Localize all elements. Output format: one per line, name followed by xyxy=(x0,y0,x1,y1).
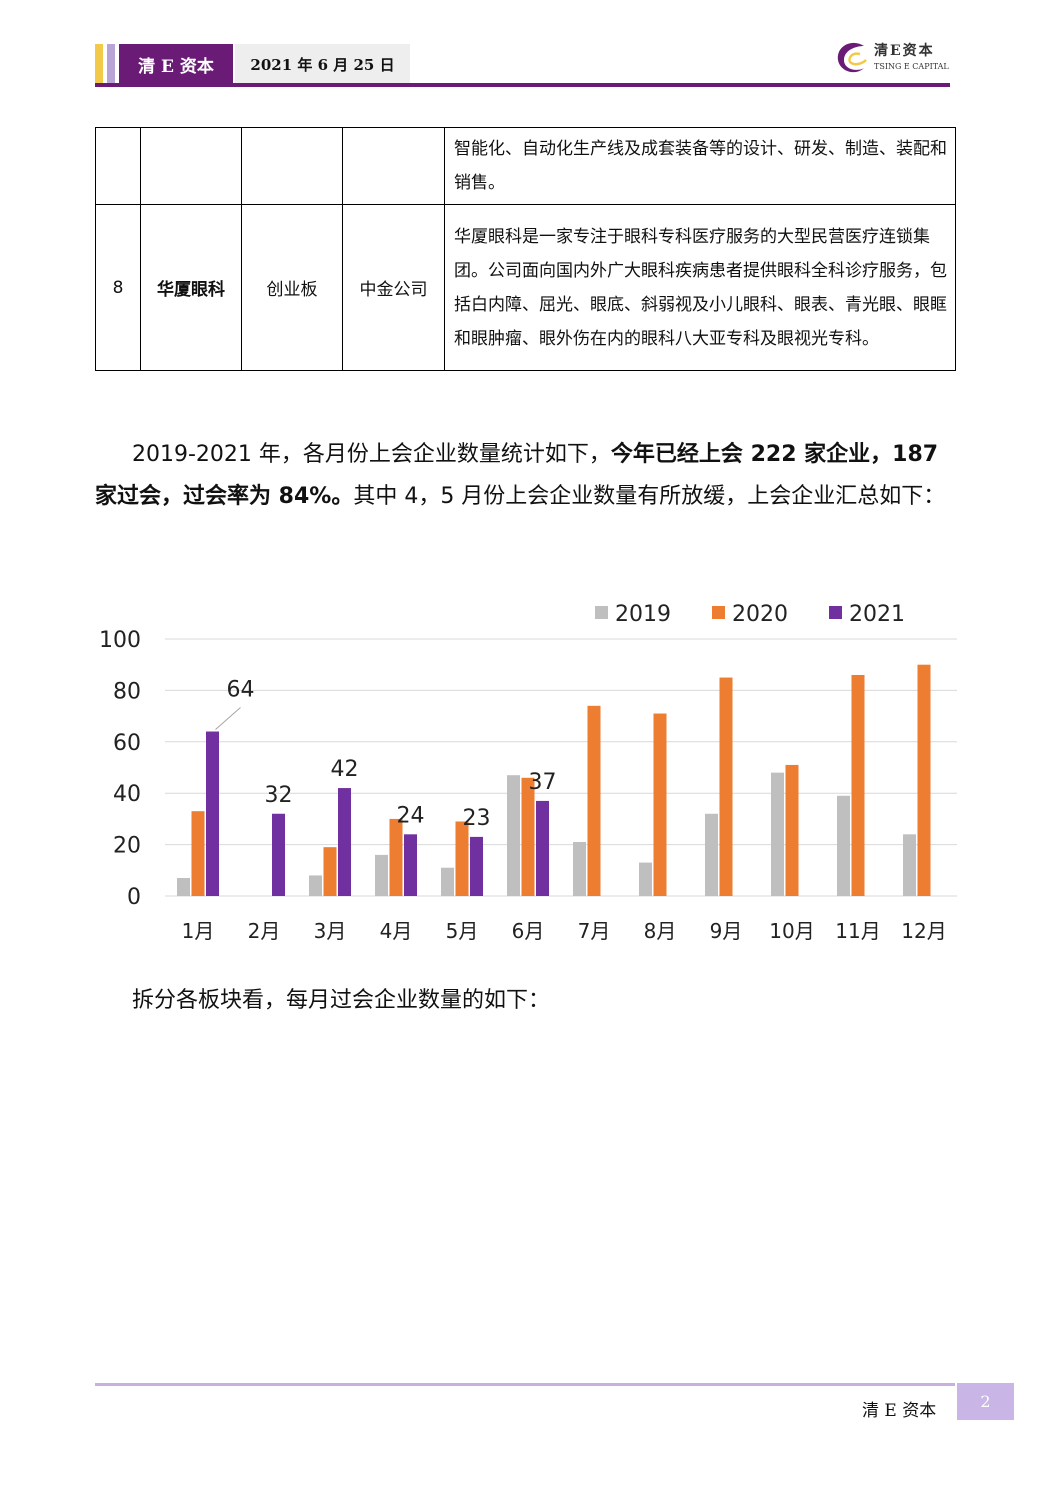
bar-2020 xyxy=(653,713,667,896)
split-paragraph: 拆分各板块看，每月过会企业数量的如下： xyxy=(132,988,551,1013)
legend-swatch-2021 xyxy=(829,606,842,619)
y-tick-label: 100 xyxy=(99,628,141,653)
x-tick-label: 8月 xyxy=(644,919,677,943)
company-logo: 清E资本 TSING E CAPITAL xyxy=(830,36,950,80)
summary-highlight: 今年已经上会 222 家企业，187 家过会，过会率为 84%。 xyxy=(95,442,939,509)
bar-2019 xyxy=(375,854,388,896)
cell-board: 创业板 xyxy=(241,204,343,371)
bar-2020 xyxy=(719,677,733,896)
bar-2020 xyxy=(785,764,799,896)
y-tick-label: 40 xyxy=(113,782,141,807)
table-row: 智能化、自动化生产线及成套装备等的设计、研发、制造、装配和销售。 xyxy=(95,127,956,205)
data-label: 42 xyxy=(331,757,359,782)
page-header: 清 E 资本 2021 年 6 月 25 日 xyxy=(95,44,950,86)
bar-2020 xyxy=(191,811,205,896)
cell-description: 智能化、自动化生产线及成套装备等的设计、研发、制造、装配和销售。 xyxy=(444,127,956,205)
bar-2019 xyxy=(441,867,454,896)
data-label: 24 xyxy=(397,803,425,828)
bar-2020 xyxy=(587,705,601,896)
bar-2021 xyxy=(536,800,549,896)
bar-2019 xyxy=(705,813,718,896)
x-tick-label: 12月 xyxy=(901,919,946,943)
ipo-company-table: 智能化、自动化生产线及成套装备等的设计、研发、制造、装配和销售。 8 华厦眼科 … xyxy=(95,127,956,371)
bar-2019 xyxy=(639,862,652,896)
x-tick-label: 3月 xyxy=(314,919,347,943)
cell-company: 华厦眼科 xyxy=(140,204,242,371)
page-number: 2 xyxy=(957,1383,1014,1420)
x-tick-label: 1月 xyxy=(182,919,215,943)
bar-2020 xyxy=(521,777,535,896)
header-divider xyxy=(95,83,950,87)
cell-sponsor xyxy=(342,127,445,205)
legend-swatch-2020 xyxy=(712,606,725,619)
header-accent-yellow xyxy=(95,44,103,84)
bar-2021 xyxy=(272,813,285,896)
x-tick-label: 7月 xyxy=(578,919,611,943)
data-label: 23 xyxy=(463,806,491,831)
cell-company xyxy=(140,127,242,205)
table-row: 8 华厦眼科 创业板 中金公司 华厦眼科是一家专注于眼科专科医疗服务的大型民营医… xyxy=(95,204,956,371)
legend-swatch-2019 xyxy=(595,606,608,619)
footer-brand: 清 E 资本 xyxy=(862,1401,937,1421)
cell-description: 华厦眼科是一家专注于眼科专科医疗服务的大型民营医疗连锁集团。公司面向国内外广大眼… xyxy=(444,204,956,371)
logo-swirl-icon xyxy=(837,42,867,73)
bar-2021 xyxy=(404,834,417,896)
cell-no xyxy=(95,127,141,205)
footer-divider xyxy=(95,1383,955,1386)
x-tick-label: 11月 xyxy=(835,919,880,943)
data-label: 32 xyxy=(265,783,293,808)
x-tick-label: 4月 xyxy=(380,919,413,943)
x-tick-label: 2月 xyxy=(248,919,281,943)
summary-paragraph: 2019-2021 年，各月份上会企业数量统计如下，今年已经上会 222 家企业… xyxy=(95,434,955,518)
bar-2021 xyxy=(206,731,219,896)
x-tick-label: 9月 xyxy=(710,919,743,943)
logo-text-cn: 清E资本 xyxy=(874,43,935,59)
bar-2020 xyxy=(389,818,403,896)
bar-2020 xyxy=(917,664,931,896)
header-date: 2021 年 6 月 25 日 xyxy=(235,44,410,84)
y-tick-label: 60 xyxy=(113,731,141,756)
cell-board xyxy=(241,127,343,205)
bar-2019 xyxy=(573,842,586,896)
bar-2019 xyxy=(837,795,850,896)
cell-sponsor: 中金公司 xyxy=(342,204,445,371)
logo-text-en: TSING E CAPITAL xyxy=(874,62,949,71)
legend-label: 2021 xyxy=(849,602,905,627)
bar-2019 xyxy=(309,875,322,896)
x-tick-label: 6月 xyxy=(512,919,545,943)
bar-2020 xyxy=(323,847,337,896)
cell-no: 8 xyxy=(95,204,141,371)
data-label-leader xyxy=(215,707,241,730)
y-tick-label: 80 xyxy=(113,679,141,704)
y-tick-label: 0 xyxy=(127,885,141,910)
header-accent-lilac xyxy=(107,44,115,84)
x-tick-label: 5月 xyxy=(446,919,479,943)
x-tick-label: 10月 xyxy=(769,919,814,943)
legend-label: 2020 xyxy=(732,602,788,627)
legend-label: 2019 xyxy=(615,602,671,627)
y-tick-label: 20 xyxy=(113,834,141,859)
bar-2019 xyxy=(903,834,916,896)
bar-2019 xyxy=(507,775,520,896)
bar-2020 xyxy=(455,821,469,896)
data-label: 37 xyxy=(529,770,557,795)
bar-2019 xyxy=(177,878,190,896)
summary-text-2: 其中 4，5 月份上会企业数量有所放缓，上会企业汇总如下： xyxy=(353,484,946,509)
summary-text-1: 2019-2021 年，各月份上会企业数量统计如下， xyxy=(132,442,611,467)
bar-2021 xyxy=(470,836,483,896)
monthly-meeting-bar-chart: 0 20 40 60 80 100 64 1月 32 2月 42 3月 24 4月 23 5月 37 6月 7月 8月… xyxy=(99,602,957,943)
bar-2019 xyxy=(771,772,784,896)
data-label: 64 xyxy=(227,678,255,703)
header-brand: 清 E 资本 xyxy=(119,44,233,84)
bar-2020 xyxy=(851,674,865,896)
bar-2021 xyxy=(338,788,351,896)
